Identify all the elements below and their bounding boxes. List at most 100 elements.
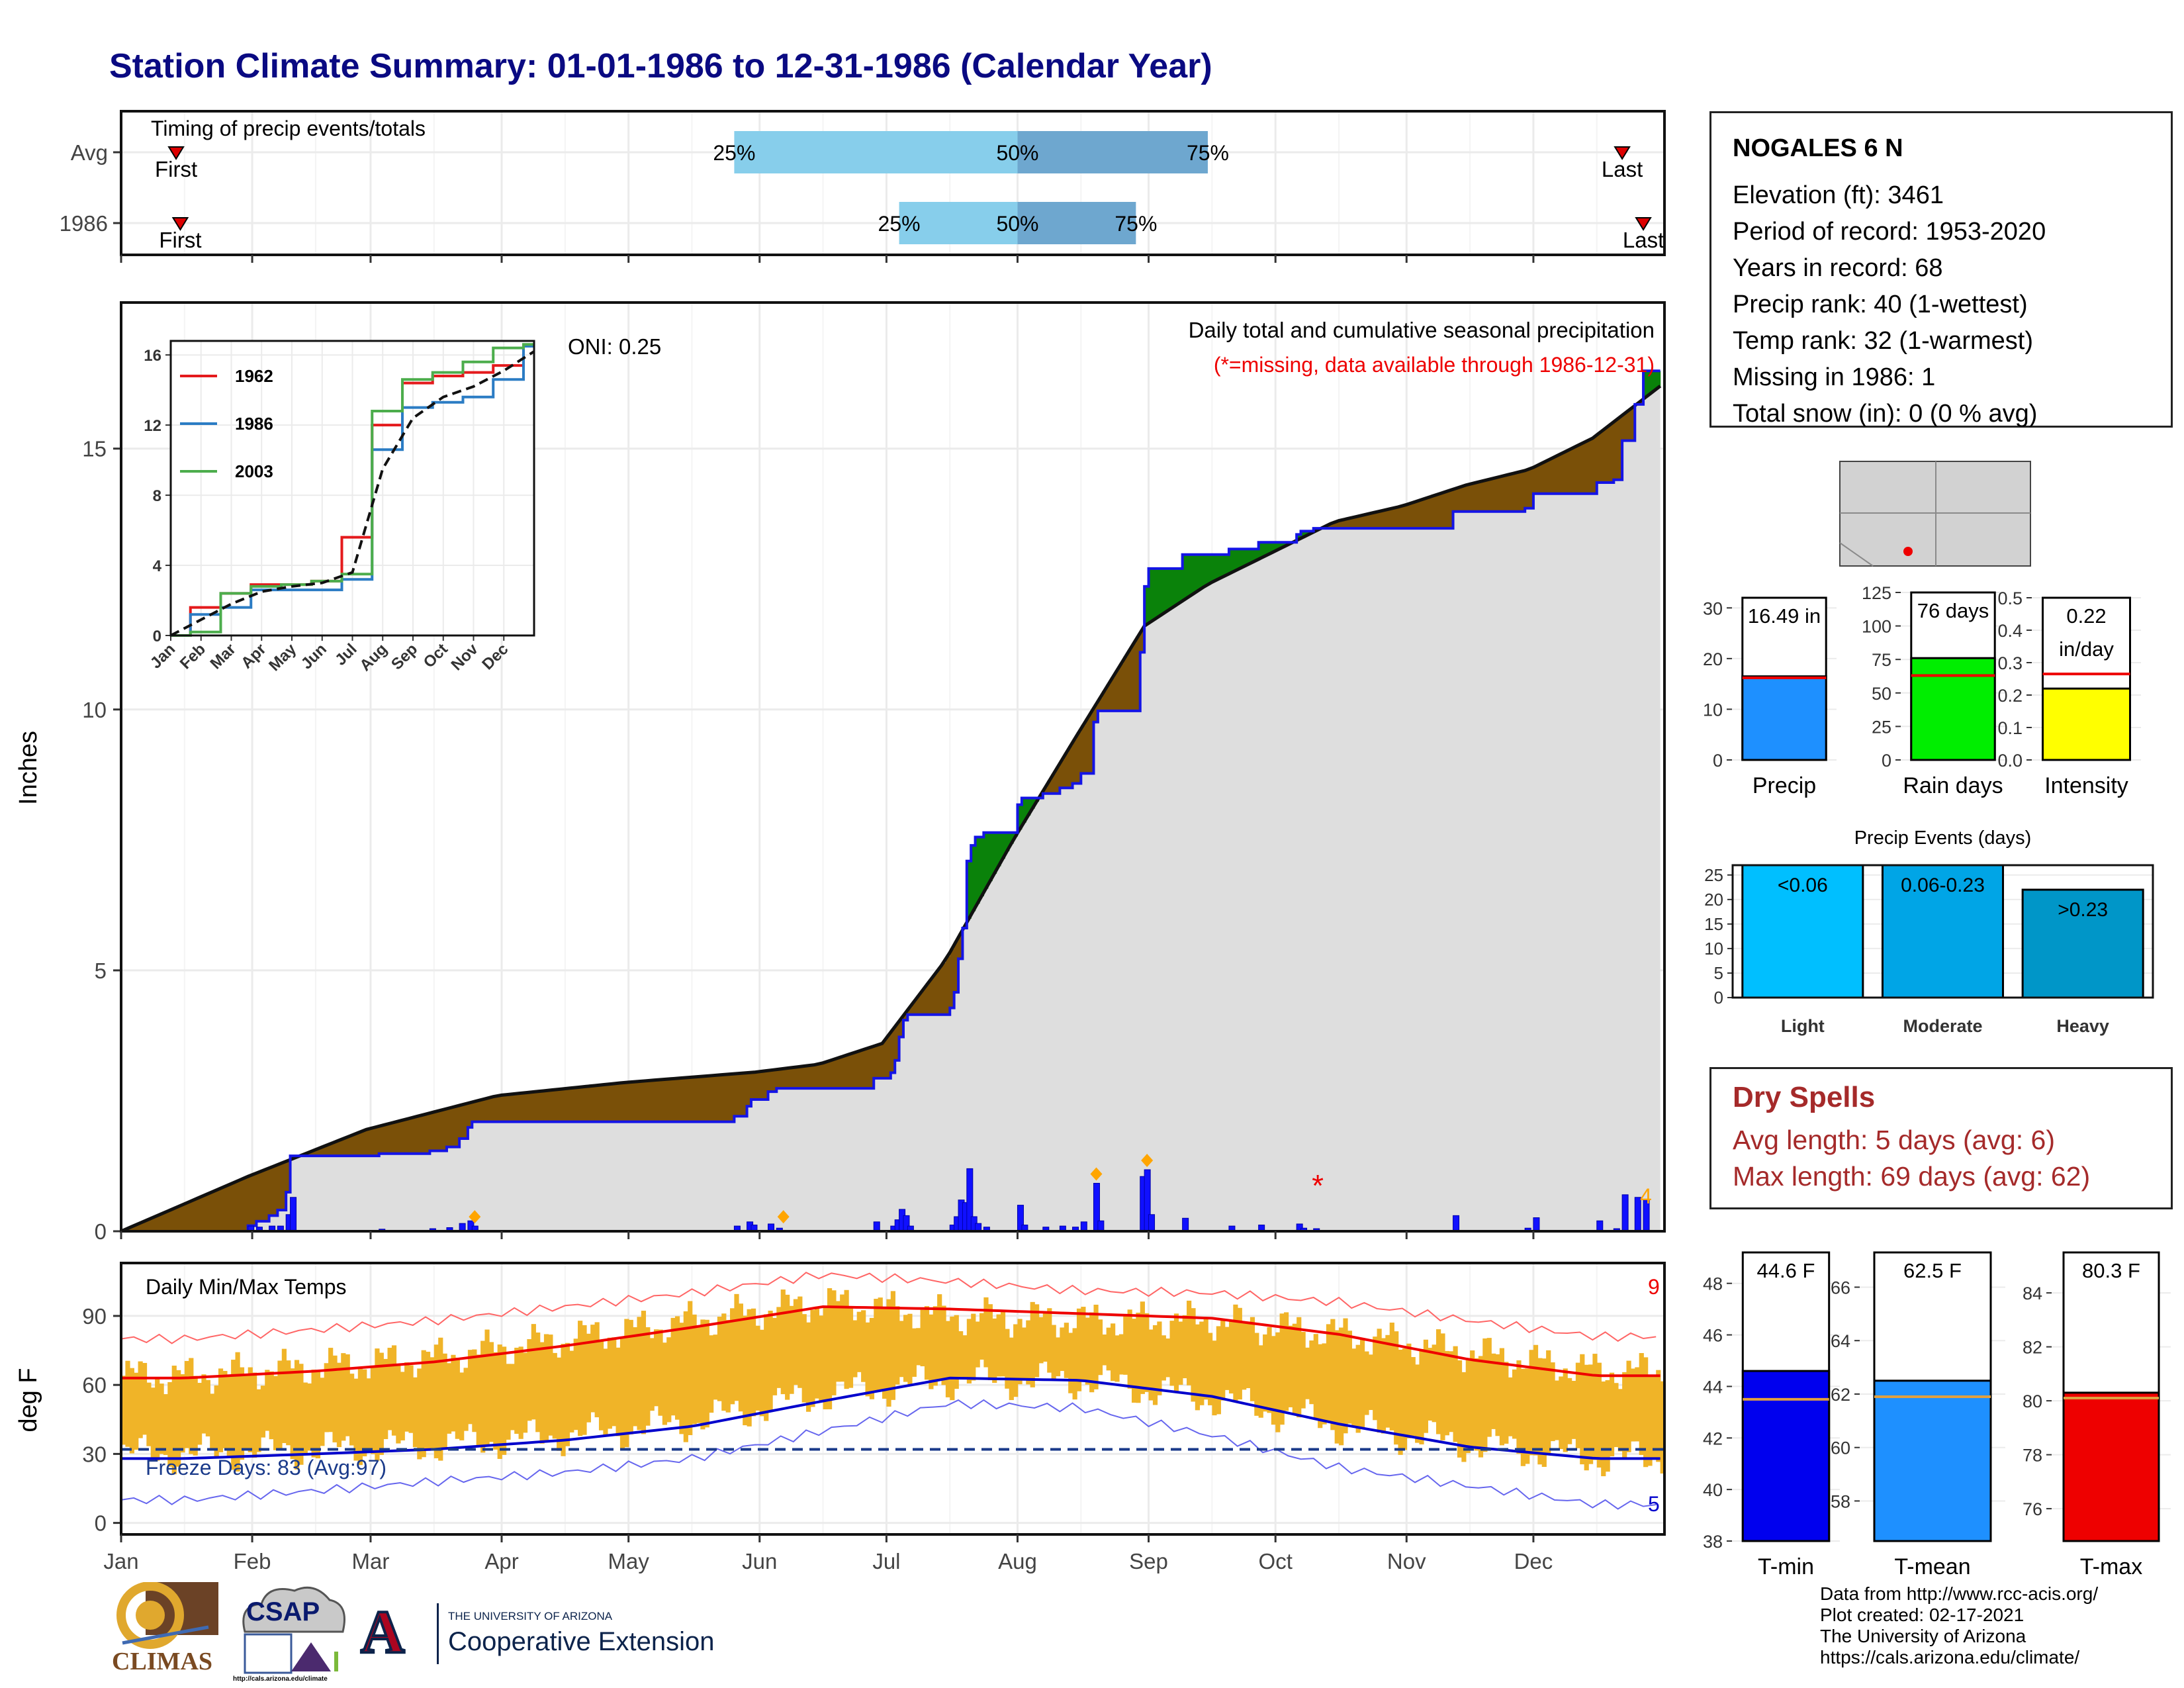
precip-ylabel: Inches xyxy=(15,731,42,805)
precip-below-average-band xyxy=(743,1072,748,1117)
precip-below-average-band xyxy=(612,1084,617,1122)
temp-daily-range-bar xyxy=(1588,1364,1594,1464)
precip-below-average-band xyxy=(400,1120,405,1154)
precip-below-average-band xyxy=(1051,774,1056,794)
temp-daily-range-bar xyxy=(996,1314,1001,1377)
precip-above-average-band xyxy=(1187,554,1192,597)
temp-daily-range-bar xyxy=(1313,1334,1318,1420)
temp-xtick-label: Jan xyxy=(103,1549,138,1573)
precip-below-average-band xyxy=(273,1165,278,1216)
locator-station-dot xyxy=(1903,547,1913,556)
precip-below-average-band xyxy=(1512,473,1517,512)
inset-xtick-label: Jan xyxy=(147,640,179,672)
precip-above-average-band xyxy=(1203,554,1208,586)
temp-daily-range-bar xyxy=(586,1333,591,1423)
precip-daily-bar xyxy=(1080,1221,1087,1232)
temp-daily-range-bar xyxy=(451,1354,456,1432)
precip-below-average-band xyxy=(1630,407,1635,441)
precip-below-average-band xyxy=(349,1135,354,1156)
temp-daily-range-bar xyxy=(1364,1351,1369,1415)
temp-daily-range-bar xyxy=(1085,1317,1090,1385)
precip-below-average-band xyxy=(649,1080,655,1122)
precip-below-average-band xyxy=(281,1162,287,1210)
precip-below-average-band xyxy=(552,1090,557,1122)
precip-ytick-label: 15 xyxy=(82,437,107,461)
precip-below-average-band xyxy=(548,1090,553,1122)
precip-below-average-band xyxy=(1453,489,1458,512)
temp-daily-range-bar xyxy=(341,1353,346,1441)
temp-daily-range-bar xyxy=(810,1309,815,1407)
timing-q75-label: 75% xyxy=(1187,141,1229,165)
temp-daily-range-bar xyxy=(1423,1339,1429,1433)
precip-above-average-band xyxy=(1242,549,1247,567)
temp-daily-range-bar xyxy=(1237,1307,1242,1400)
precip-below-average-band xyxy=(717,1074,722,1122)
precip-below-average-band xyxy=(472,1102,477,1122)
temp-daily-range-bar xyxy=(256,1389,261,1452)
temp-daily-range-bar xyxy=(1161,1335,1166,1381)
ua-logo-small: THE UNIVERSITY OF ARIZONA xyxy=(448,1610,613,1622)
mini-chart-value-label: 0.22 xyxy=(2066,604,2106,628)
temp-daily-range-bar xyxy=(1486,1338,1492,1437)
temp-daily-range-bar xyxy=(848,1307,854,1388)
precip-below-average-band xyxy=(430,1112,435,1151)
temp-daily-range-bar xyxy=(493,1352,498,1450)
precip-below-average-band xyxy=(747,1072,752,1107)
precip-below-average-band xyxy=(937,968,942,1015)
precip-below-average-band xyxy=(924,984,929,1015)
temp-daily-range-bar xyxy=(155,1378,160,1461)
temp-daily-range-bar xyxy=(1525,1368,1530,1464)
temp-daily-range-bar xyxy=(1559,1376,1564,1450)
precip-above-average-band xyxy=(992,832,997,874)
precip-above-average-band xyxy=(1233,549,1238,571)
temp-daily-range-bar xyxy=(214,1385,219,1458)
temp-daily-range-bar xyxy=(607,1337,612,1429)
precip-above-average-band xyxy=(1148,568,1154,622)
precip-average-area xyxy=(121,386,1661,1232)
timing-first-marker xyxy=(167,146,185,160)
temp-daily-range-bar xyxy=(916,1328,921,1366)
mini-chart-bar xyxy=(1873,1380,1992,1542)
temp-daily-range-bar xyxy=(1541,1358,1547,1467)
precip-above-average-band xyxy=(987,832,993,882)
precip-below-average-band xyxy=(907,1007,913,1015)
temp-daily-range-bar xyxy=(417,1368,422,1460)
temp-daily-range-bar xyxy=(205,1380,210,1436)
station-period: Period of record: 1953-2020 xyxy=(1733,218,2046,246)
temp-daily-range-bar xyxy=(1453,1346,1458,1442)
temp-daily-range-bar xyxy=(488,1342,494,1442)
precip-below-average-band xyxy=(142,1221,147,1231)
temp-daily-range-bar xyxy=(598,1340,604,1430)
temp-daily-range-bar xyxy=(1605,1380,1610,1472)
temp-daily-range-bar xyxy=(518,1346,523,1439)
precip-above-average-band xyxy=(1165,568,1171,611)
mini-chart-ytick-label: 0.0 xyxy=(1997,751,2023,771)
mini-chart-ytick-label: 40 xyxy=(1703,1480,1723,1500)
mini-chart-category-label: T-mean xyxy=(1894,1554,1970,1579)
events-frame xyxy=(1731,864,2154,999)
precip-below-average-band xyxy=(180,1204,185,1231)
precip-below-average-band xyxy=(1470,483,1475,512)
precip-below-average-band xyxy=(336,1140,341,1156)
precip-below-average-band xyxy=(438,1110,443,1151)
temp-daily-range-bar xyxy=(1482,1338,1488,1452)
temp-daily-range-bar xyxy=(1651,1376,1657,1460)
precip-below-average-band xyxy=(1106,684,1111,711)
precip-below-average-band xyxy=(1457,487,1462,512)
precip-below-average-band xyxy=(332,1142,338,1156)
precip-above-average-band xyxy=(1643,371,1649,398)
temp-daily-range-bar xyxy=(1212,1340,1217,1416)
precip-below-average-band xyxy=(455,1105,460,1147)
temp-daily-range-bar xyxy=(692,1314,697,1425)
precip-below-average-band xyxy=(603,1084,608,1122)
precip-below-average-band xyxy=(1102,690,1107,711)
precip-below-average-band xyxy=(1118,663,1124,711)
temp-daily-range-bar xyxy=(1072,1328,1077,1400)
temp-daily-range-bar xyxy=(628,1319,633,1434)
temp-daily-range-bar xyxy=(244,1375,249,1450)
temp-daily-range-bar xyxy=(446,1363,452,1434)
dry-spells-avg: Avg length: 5 days (avg: 6) xyxy=(1733,1125,2055,1155)
mini-chart-ytick-label: 60 xyxy=(1831,1438,1850,1458)
inset-xtick-label: Dec xyxy=(478,640,512,673)
precip-below-average-band xyxy=(205,1194,210,1231)
